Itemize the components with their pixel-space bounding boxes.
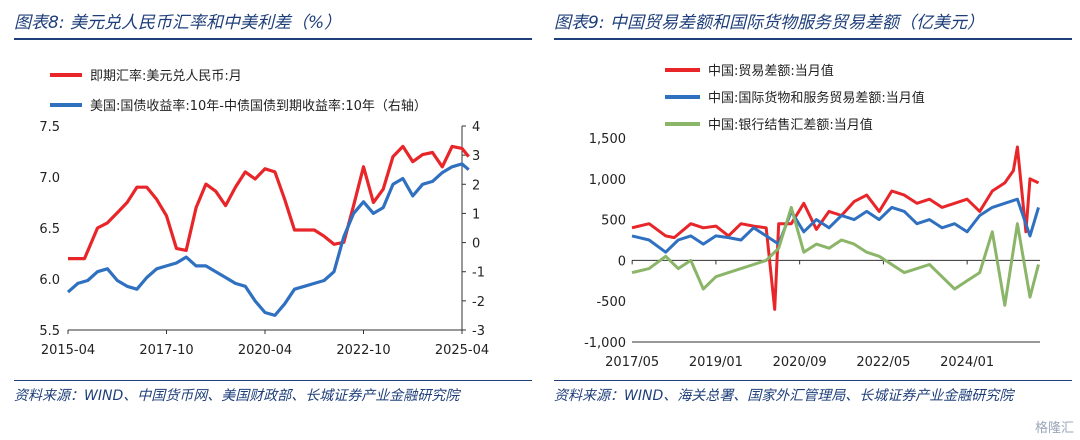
x-tick-label: 2017/05	[605, 355, 659, 370]
x-tick-label: 2015-04	[41, 343, 95, 358]
legend-label: 中国:银行结售汇差额:当月值	[708, 117, 873, 133]
right-y-tick-label: 2	[472, 178, 480, 193]
x-tick-label: 2019/01	[689, 355, 743, 370]
legend-label: 美国:国债收益率:10年-中债国债到期收益率:10年（右轴）	[90, 98, 427, 114]
watermark-logo: 格隆汇	[1034, 421, 1074, 436]
series-line-usdcny-rate	[68, 144, 470, 261]
right-title-rule	[554, 38, 1072, 40]
series-line-goods-services-balance	[631, 197, 1040, 254]
left-chart-svg: 5.5 6.0 6.5 7.0 7.5 -3 -2 -1 0 1 2 3 4 2015-04 2017-10…	[39, 68, 489, 358]
right-chart-svg: -1,000 -500 0 500 1,000 1,500 2017/05 2019/01 20…	[584, 63, 1040, 370]
y-tick-label: 1,500	[589, 132, 626, 147]
left-chart-source: 资料来源：WIND、中国货币网、美国财政部、长城证券产业金融研究院	[14, 388, 460, 404]
y-tick-label: 1,000	[589, 173, 626, 188]
y-tick-label: 500	[601, 214, 626, 229]
left-y-tick-label: 6.0	[39, 273, 60, 288]
legend-label: 中国:国际货物和服务贸易差额:当月值	[708, 90, 925, 106]
legend-label: 中国:贸易差额:当月值	[708, 63, 834, 79]
x-tick-label: 2025-04	[435, 343, 489, 358]
right-chart-panel: 图表9: 中国贸易差额和国际货物服务贸易差额（亿美元） -1,000 -500 0 5…	[540, 0, 1080, 440]
series-line-us-cn-yield-spread	[66, 162, 470, 317]
left-y-tick-label: 6.5	[39, 222, 60, 237]
x-tick-label: 2017-10	[139, 343, 193, 358]
x-tick-label: 2022/05	[856, 355, 910, 370]
series-line-trade-balance	[631, 145, 1040, 311]
x-tick-label: 2024/01	[940, 355, 994, 370]
left-y-tick-label: 5.5	[39, 324, 60, 339]
right-y-tick-label: 0	[472, 237, 480, 252]
x-tick-label: 2022-10	[336, 343, 390, 358]
left-title-rule	[14, 38, 532, 40]
right-y-tick-label: 3	[472, 149, 480, 164]
right-chart-title: 图表9: 中国贸易差额和国际货物服务贸易差额（亿美元）	[554, 13, 984, 33]
left-chart-title: 图表8: 美元兑人民币汇率和中美利差（%）	[14, 13, 342, 33]
series-line-bank-fx-settlement	[631, 205, 1040, 307]
y-tick-label: -500	[596, 295, 626, 310]
right-chart-source: 资料来源：WIND、海关总署、国家外汇管理局、长城证券产业金融研究院	[554, 388, 1014, 404]
right-y-tick-label: -3	[472, 324, 485, 339]
y-tick-label: 0	[618, 254, 626, 269]
left-chart-panel: 图表8: 美元兑人民币汇率和中美利差（%） 5.5 6.0 6.5 7.0 7.5 -3 -…	[14, 13, 532, 404]
right-y-tick-label: 4	[472, 120, 480, 135]
x-tick-label: 2020/09	[773, 355, 827, 370]
right-y-tick-label: -1	[472, 266, 485, 281]
right-y-tick-label: 1	[472, 207, 480, 222]
left-y-tick-label: 7.5	[39, 120, 60, 135]
legend-label: 即期汇率:美元兑人民币:月	[90, 68, 242, 84]
y-tick-label: -1,000	[584, 336, 626, 351]
left-y-tick-label: 7.0	[39, 171, 60, 186]
right-source-rule	[554, 380, 1072, 381]
left-source-rule	[14, 380, 532, 381]
x-tick-label: 2020-04	[238, 343, 292, 358]
right-y-tick-label: -2	[472, 295, 485, 310]
